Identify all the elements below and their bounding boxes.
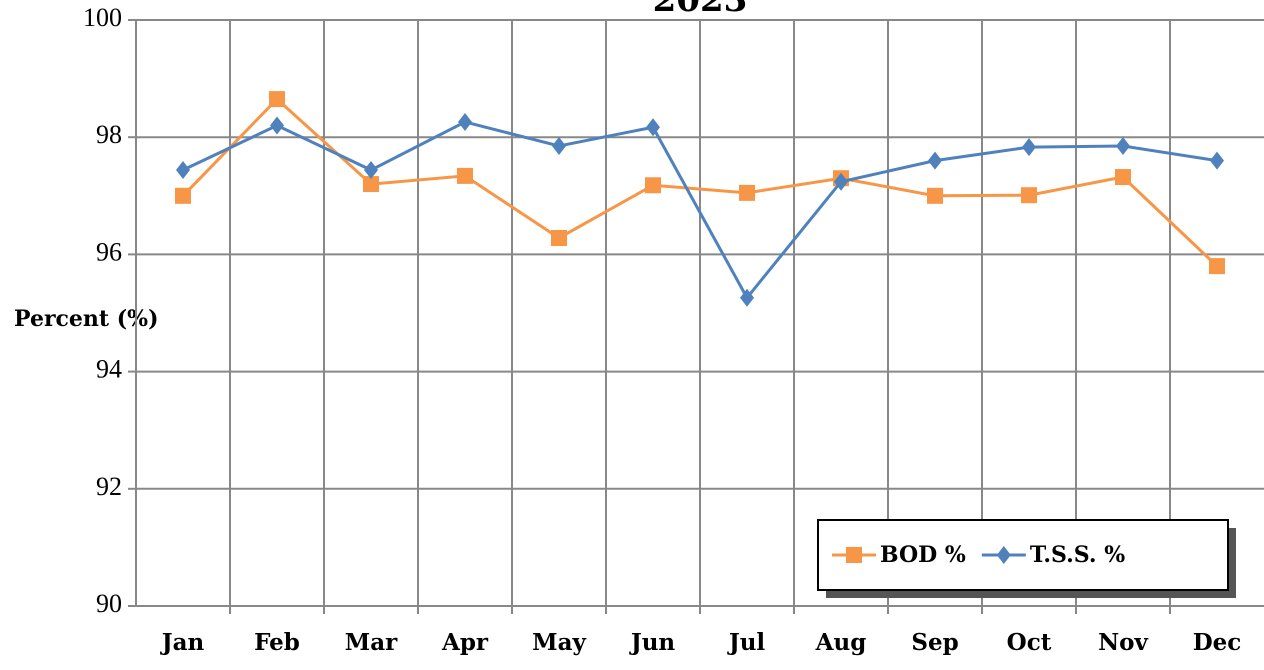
x-tick-label: Aug (815, 629, 867, 656)
x-tick-label: Nov (1098, 629, 1148, 656)
data-point (645, 177, 661, 194)
data-point (1021, 187, 1037, 204)
data-point (457, 167, 473, 184)
legend-label: T.S.S. % (1030, 542, 1125, 568)
y-tick-label: 96 (96, 237, 122, 266)
y-tick-label: 92 (96, 472, 122, 501)
x-tick-label: Sep (911, 629, 958, 656)
data-point (1116, 136, 1130, 155)
x-tick-label: Jan (160, 629, 205, 656)
data-point (364, 161, 378, 180)
y-tick-label: 90 (96, 589, 122, 618)
x-tick-label: Feb (254, 629, 300, 656)
x-tick-label: Oct (1007, 629, 1052, 656)
data-point (1115, 169, 1131, 186)
data-point (834, 172, 848, 191)
y-tick-label: 98 (96, 120, 122, 149)
y-tick-label: 94 (96, 355, 122, 384)
data-point (1209, 258, 1225, 275)
data-point (551, 229, 567, 246)
legend-swatch-marker (996, 546, 1011, 564)
x-tick-label: Dec (1193, 629, 1242, 656)
data-point (927, 187, 943, 204)
y-axis-label: Percent (%) (14, 306, 158, 332)
data-point (928, 151, 942, 170)
data-point (270, 116, 284, 135)
y-tick-label: 100 (83, 3, 122, 32)
data-point (739, 184, 755, 201)
data-point (269, 91, 285, 108)
series-line (182, 120, 1218, 301)
x-tick-label: Mar (345, 629, 398, 656)
x-tick-label: Apr (441, 629, 489, 656)
data-point (740, 288, 754, 307)
data-point (175, 187, 191, 204)
x-tick-label: May (532, 629, 586, 656)
x-tick-label: Jun (629, 629, 676, 656)
data-point (458, 112, 472, 131)
legend-swatch-marker (846, 547, 862, 563)
data-point (1022, 138, 1036, 157)
data-point (176, 161, 190, 180)
legend: BOD % T.S.S. % (817, 519, 1236, 598)
data-point (1210, 151, 1224, 170)
series-line (181, 97, 1219, 268)
grid (128, 19, 1264, 614)
legend-label: BOD % (880, 542, 966, 568)
chart-title: 2023 (653, 0, 748, 20)
x-tick-label: Jul (727, 629, 766, 656)
data-point (363, 176, 379, 193)
data-point (646, 118, 660, 137)
data-point (552, 136, 566, 155)
